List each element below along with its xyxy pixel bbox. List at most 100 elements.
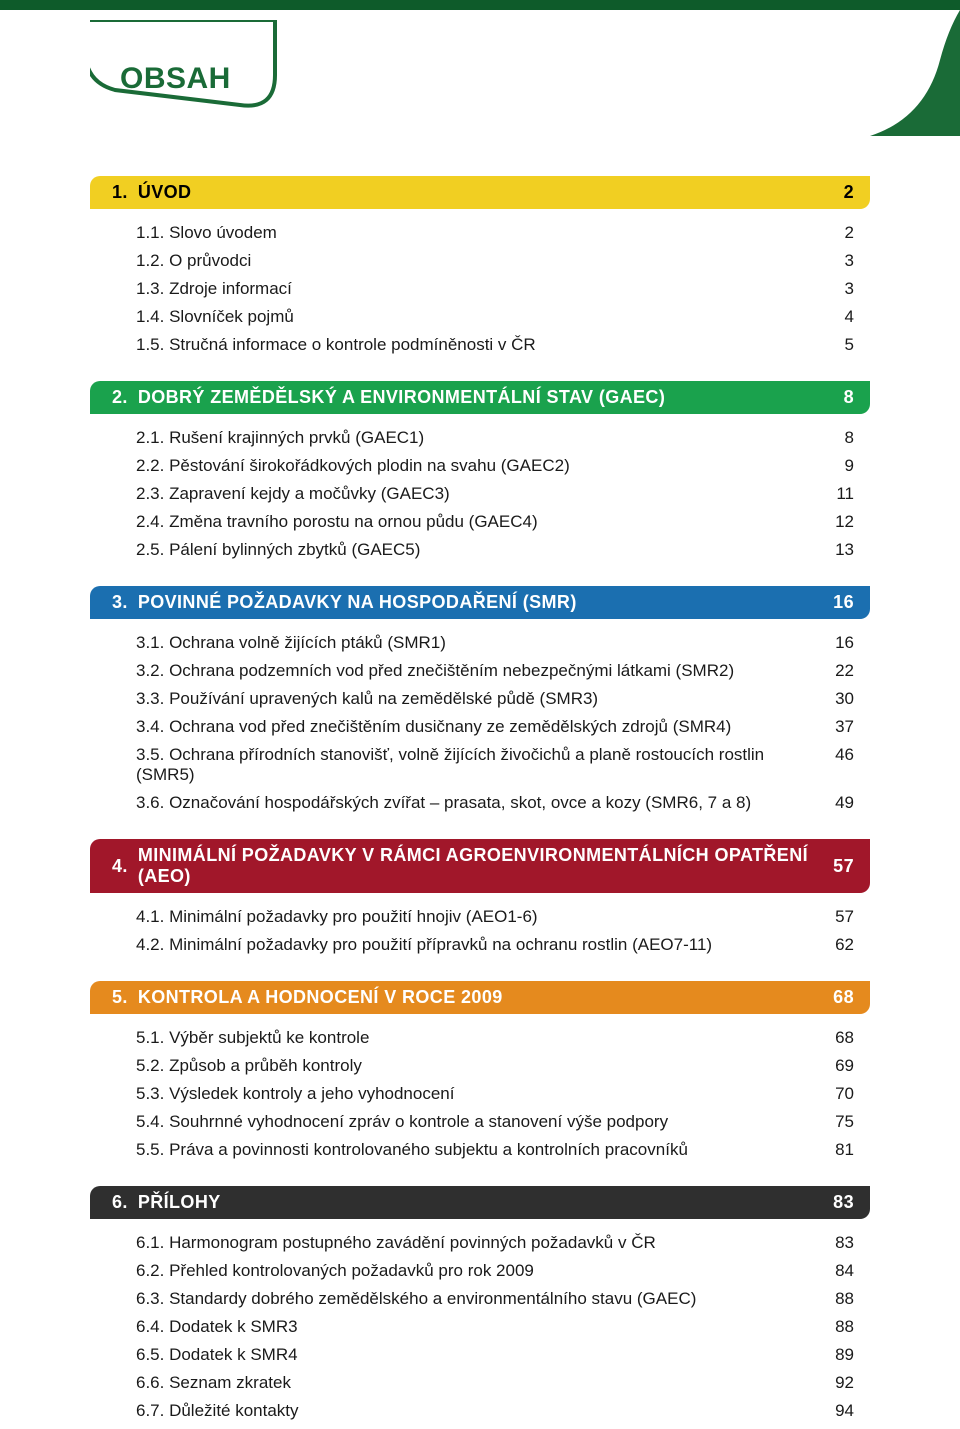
toc-row-label: 4.1. Minimální požadavky pro použití hno… (136, 907, 824, 927)
toc-row[interactable]: 5.2. Způsob a průběh kontroly69 (136, 1052, 868, 1080)
toc-row-page: 89 (824, 1345, 854, 1365)
logo-svg (830, 10, 960, 136)
toc-row-page: 69 (824, 1056, 854, 1076)
toc-row-page: 37 (824, 717, 854, 737)
table-of-contents: 1.ÚVOD21.1. Slovo úvodem21.2. O průvodci… (90, 176, 870, 1429)
toc-row[interactable]: 2.2. Pěstování širokořádkových plodin na… (136, 452, 868, 480)
toc-row[interactable]: 3.5. Ochrana přírodních stanovišť, volně… (136, 741, 868, 789)
toc-row[interactable]: 4.1. Minimální požadavky pro použití hno… (136, 903, 868, 931)
toc-row[interactable]: 5.3. Výsledek kontroly a jeho vyhodnocen… (136, 1080, 868, 1108)
toc-row-page: 16 (824, 633, 854, 653)
section-title: ÚVOD (138, 182, 828, 203)
toc-row[interactable]: 6.7. Důležité kontakty94 (136, 1397, 868, 1425)
toc-row-label: 3.2. Ochrana podzemních vod před znečišt… (136, 661, 824, 681)
toc-row-page: 88 (824, 1289, 854, 1309)
toc-row[interactable]: 4.2. Minimální požadavky pro použití pří… (136, 931, 868, 959)
toc-row-page: 88 (824, 1317, 854, 1337)
toc-row[interactable]: 1.5. Stručná informace o kontrole podmín… (136, 331, 868, 359)
toc-row[interactable]: 2.4. Změna travního porostu na ornou půd… (136, 508, 868, 536)
section-bar[interactable]: 5.KONTROLA A HODNOCENÍ V ROCE 200968 (90, 981, 870, 1014)
section-title: POVINNÉ POŽADAVKY NA HOSPODAŘENÍ (SMR) (138, 592, 817, 613)
page-title: OBSAH (120, 62, 231, 96)
corner-logo (830, 10, 960, 136)
toc-row-label: 1.2. O průvodci (136, 251, 824, 271)
toc-row-label: 6.6. Seznam zkratek (136, 1373, 824, 1393)
section-bar[interactable]: 1.ÚVOD2 (90, 176, 870, 209)
toc-row-label: 6.4. Dodatek k SMR3 (136, 1317, 824, 1337)
section-number: 2. (112, 387, 128, 408)
section-title: KONTROLA A HODNOCENÍ V ROCE 2009 (138, 987, 817, 1008)
section-number: 1. (112, 182, 128, 203)
toc-row[interactable]: 2.1. Rušení krajinných prvků (GAEC1)8 (136, 424, 868, 452)
toc-row-label: 3.4. Ochrana vod před znečištěním dusičn… (136, 717, 824, 737)
toc-row-page: 22 (824, 661, 854, 681)
toc-row-label: 5.2. Způsob a průběh kontroly (136, 1056, 824, 1076)
section-bar[interactable]: 6.PŘÍLOHY83 (90, 1186, 870, 1219)
toc-row[interactable]: 6.4. Dodatek k SMR388 (136, 1313, 868, 1341)
toc-row-page: 68 (824, 1028, 854, 1048)
toc-row[interactable]: 1.4. Slovníček pojmů4 (136, 303, 868, 331)
sub-list: 5.1. Výběr subjektů ke kontrole685.2. Zp… (90, 1024, 870, 1168)
toc-row[interactable]: 3.6. Označování hospodářských zvířat – p… (136, 789, 868, 817)
toc-row-label: 6.2. Přehled kontrolovaných požadavků pr… (136, 1261, 824, 1281)
section-bar[interactable]: 4.MINIMÁLNÍ POŽADAVKY V RÁMCI AGROENVIRO… (90, 839, 870, 893)
toc-row[interactable]: 5.4. Souhrnné vyhodnocení zpráv o kontro… (136, 1108, 868, 1136)
toc-row-label: 5.4. Souhrnné vyhodnocení zpráv o kontro… (136, 1112, 824, 1132)
toc-row[interactable]: 2.5. Pálení bylinných zbytků (GAEC5)13 (136, 536, 868, 564)
section-page: 68 (833, 987, 854, 1008)
toc-row-page: 84 (824, 1261, 854, 1281)
toc-row[interactable]: 2.3. Zapravení kejdy a močůvky (GAEC3)11 (136, 480, 868, 508)
toc-row-label: 2.1. Rušení krajinných prvků (GAEC1) (136, 428, 824, 448)
toc-row-label: 5.5. Práva a povinnosti kontrolovaného s… (136, 1140, 824, 1160)
toc-row-label: 2.2. Pěstování širokořádkových plodin na… (136, 456, 824, 476)
toc-row[interactable]: 6.2. Přehled kontrolovaných požadavků pr… (136, 1257, 868, 1285)
toc-row-page: 49 (824, 793, 854, 813)
toc-row-page: 4 (824, 307, 854, 327)
section-title: PŘÍLOHY (138, 1192, 817, 1213)
toc-row[interactable]: 6.5. Dodatek k SMR489 (136, 1341, 868, 1369)
toc-row[interactable]: 1.2. O průvodci3 (136, 247, 868, 275)
toc-row[interactable]: 6.3. Standardy dobrého zemědělského a en… (136, 1285, 868, 1313)
toc-row[interactable]: 5.1. Výběr subjektů ke kontrole68 (136, 1024, 868, 1052)
toc-row-label: 6.1. Harmonogram postupného zavádění pov… (136, 1233, 824, 1253)
toc-row-page: 9 (824, 456, 854, 476)
sub-list: 2.1. Rušení krajinných prvků (GAEC1)8 2.2… (90, 424, 870, 568)
toc-row-label: 3.6. Označování hospodářských zvířat – p… (136, 793, 824, 813)
toc-row[interactable]: 1.1. Slovo úvodem2 (136, 219, 868, 247)
toc-row-page: 5 (824, 335, 854, 355)
toc-row-label: 6.7. Důležité kontakty (136, 1401, 824, 1421)
toc-row-page: 3 (824, 279, 854, 299)
toc-row[interactable]: 3.2. Ochrana podzemních vod před znečišt… (136, 657, 868, 685)
toc-row-label: 1.4. Slovníček pojmů (136, 307, 824, 327)
toc-row-page: 12 (824, 512, 854, 532)
toc-row-page: 92 (824, 1373, 854, 1393)
section-title: DOBRÝ ZEMĚDĚLSKÝ A ENVIRONMENTÁLNÍ STAV … (138, 387, 828, 408)
sub-list: 6.1. Harmonogram postupného zavádění pov… (90, 1229, 870, 1429)
toc-row-page: 2 (824, 223, 854, 243)
toc-row-page: 13 (824, 540, 854, 560)
toc-row-page: 70 (824, 1084, 854, 1104)
toc-row-label: 5.1. Výběr subjektů ke kontrole (136, 1028, 824, 1048)
toc-row-page: 75 (824, 1112, 854, 1132)
toc-row-label: 6.3. Standardy dobrého zemědělského a en… (136, 1289, 824, 1309)
section-page: 16 (833, 592, 854, 613)
toc-row[interactable]: 3.3. Používání upravených kalů na zemědě… (136, 685, 868, 713)
toc-row[interactable]: 1.3. Zdroje informací3 (136, 275, 868, 303)
toc-row[interactable]: 3.4. Ochrana vod před znečištěním dusičn… (136, 713, 868, 741)
section-bar[interactable]: 3.POVINNÉ POŽADAVKY NA HOSPODAŘENÍ (SMR)… (90, 586, 870, 619)
toc-row-page: 83 (824, 1233, 854, 1253)
section-page: 57 (833, 856, 854, 877)
toc-row[interactable]: 3.1. Ochrana volně žijících ptáků (SMR1)… (136, 629, 868, 657)
tab-container: OBSAH (90, 20, 280, 110)
toc-row-label: 2.4. Změna travního porostu na ornou půd… (136, 512, 824, 532)
section-title: MINIMÁLNÍ POŽADAVKY V RÁMCI AGROENVIRONM… (138, 845, 817, 887)
toc-row-label: 3.5. Ochrana přírodních stanovišť, volně… (136, 745, 824, 785)
toc-row[interactable]: 6.1. Harmonogram postupného zavádění pov… (136, 1229, 868, 1257)
toc-row-page: 94 (824, 1401, 854, 1421)
toc-row[interactable]: 5.5. Práva a povinnosti kontrolovaného s… (136, 1136, 868, 1164)
toc-row-page: 62 (824, 935, 854, 955)
toc-row-page: 30 (824, 689, 854, 709)
toc-row-page: 3 (824, 251, 854, 271)
toc-row[interactable]: 6.6. Seznam zkratek92 (136, 1369, 868, 1397)
section-bar[interactable]: 2. DOBRÝ ZEMĚDĚLSKÝ A ENVIRONMENTÁLNÍ STA… (90, 381, 870, 414)
